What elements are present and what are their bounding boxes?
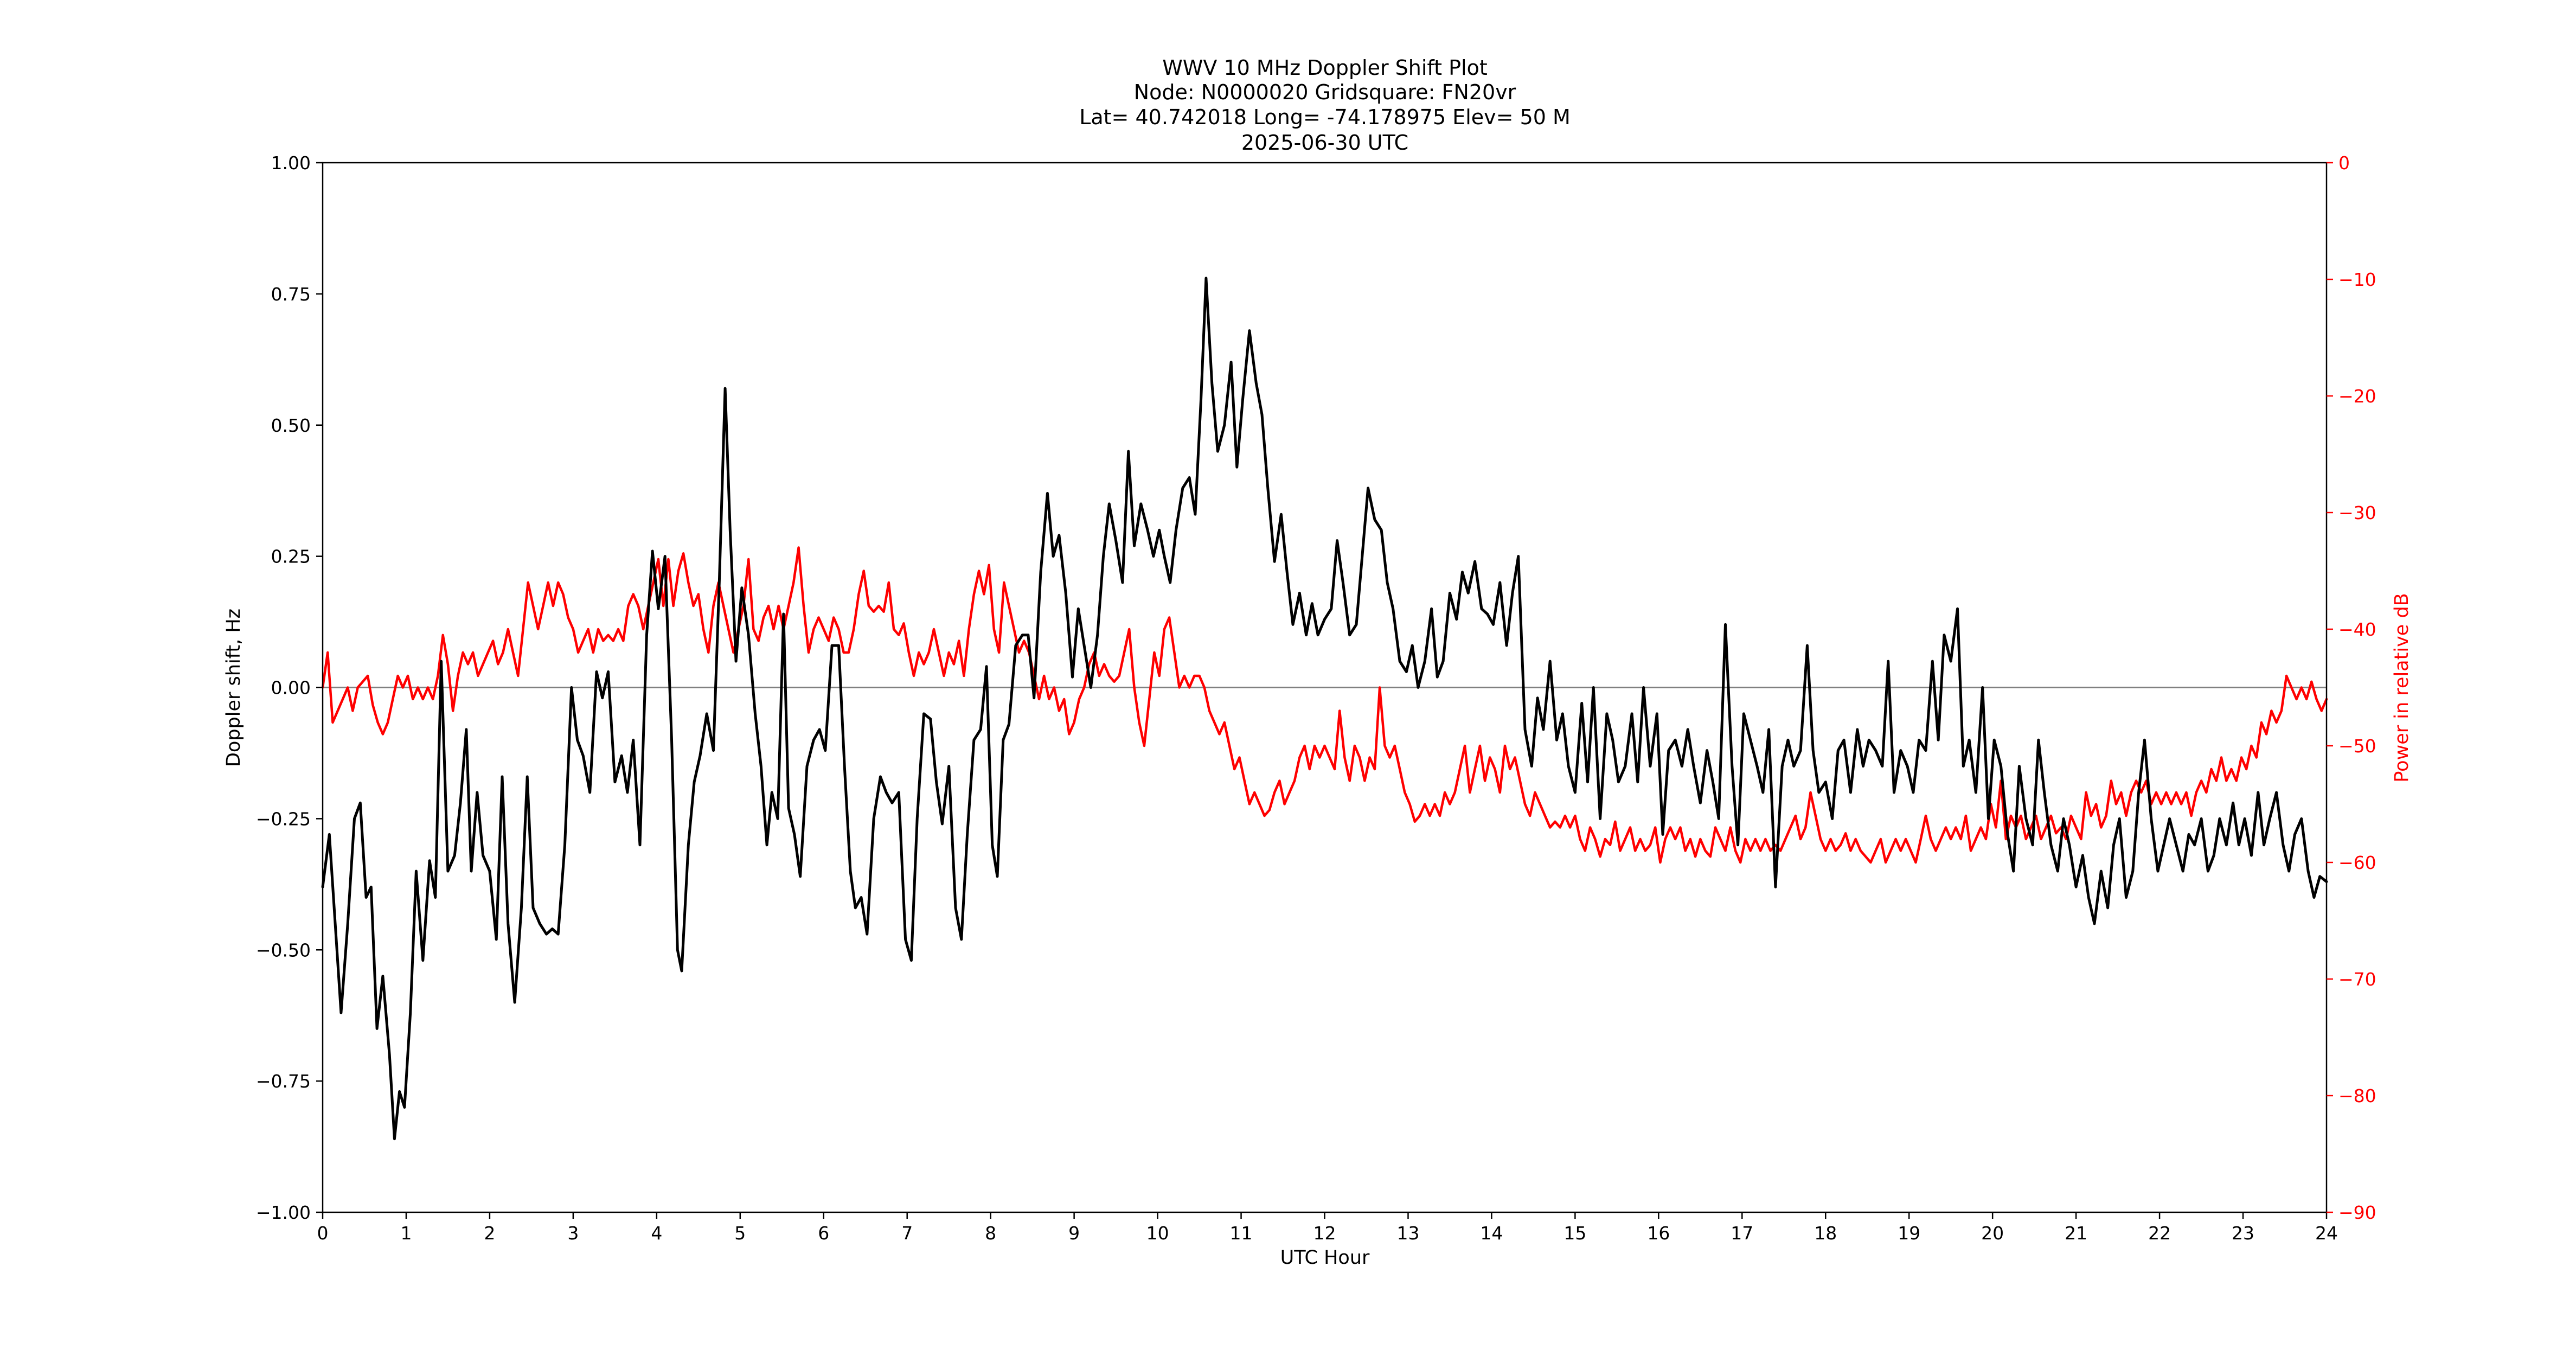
x-tick-label: 20 [1981, 1223, 2004, 1244]
title-line-2: Node: N0000020 Gridsquare: FN20vr [1134, 80, 1516, 104]
x-axis-ticks: 0 1 2 3 4 5 6 7 8 9 10 11 12 13 14 15 16 17 18 19 20 21 22 23 24 [317, 1212, 2338, 1244]
x-tick-label: 3 [567, 1223, 579, 1244]
y2-tick-label: 0 [2338, 152, 2350, 174]
x-tick-label: 13 [1396, 1223, 1419, 1244]
title-line-1: WWV 10 MHz Doppler Shift Plot [1162, 56, 1488, 80]
y-axis-left-label: Doppler shift, Hz [223, 609, 245, 767]
title-line-4: 2025-06-30 UTC [1241, 131, 1408, 155]
x-tick-label: 2 [484, 1223, 495, 1244]
doppler-series-line [321, 277, 2328, 1141]
x-tick-label: 10 [1146, 1223, 1169, 1244]
y2-tick-label: −70 [2338, 969, 2376, 990]
x-tick-label: 19 [1898, 1223, 1920, 1244]
y-tick-label: 0.50 [271, 415, 311, 436]
x-tick-label: 7 [901, 1223, 913, 1244]
y2-tick-label: −50 [2338, 735, 2376, 757]
y2-tick-label: −30 [2338, 502, 2376, 523]
y-axis-left-ticks: −1.00 −0.75 −0.50 −0.25 0.00 0.25 0.50 0.75 1.00 [256, 152, 323, 1223]
series-lines [321, 277, 2328, 1141]
x-tick-label: 1 [400, 1223, 412, 1244]
y-tick-label: −1.00 [256, 1202, 311, 1223]
x-tick-label: 0 [317, 1223, 329, 1244]
title-line-3: Lat= 40.742018 Long= -74.178975 Elev= 50… [1079, 105, 1571, 129]
y2-tick-label: −40 [2338, 619, 2376, 640]
x-tick-label: 23 [2232, 1223, 2254, 1244]
y-tick-label: 0.75 [271, 284, 311, 305]
x-tick-label: 5 [734, 1223, 746, 1244]
x-tick-label: 18 [1814, 1223, 1837, 1244]
x-tick-label: 14 [1480, 1223, 1503, 1244]
x-tick-label: 16 [1647, 1223, 1670, 1244]
x-tick-label: 17 [1731, 1223, 1753, 1244]
x-tick-label: 9 [1068, 1223, 1080, 1244]
y-tick-label: 1.00 [271, 152, 311, 174]
x-tick-label: 24 [2315, 1223, 2338, 1244]
x-tick-label: 8 [985, 1223, 996, 1244]
power-series-line [321, 546, 2328, 864]
y-tick-label: −0.50 [256, 939, 311, 961]
y2-tick-label: −60 [2338, 852, 2376, 873]
plot-area [321, 277, 2328, 1141]
y-axis-right-label: Power in relative dB [2391, 593, 2413, 782]
x-tick-label: 4 [651, 1223, 662, 1244]
y2-tick-label: −20 [2338, 386, 2376, 407]
x-tick-label: 6 [818, 1223, 829, 1244]
y-tick-label: 0.00 [271, 677, 311, 699]
y-axis-right-ticks: −90 −80 −70 −60 −50 −40 −30 −20 −10 0 [2327, 152, 2376, 1223]
y2-tick-label: −10 [2338, 269, 2376, 290]
y-tick-label: 0.25 [271, 546, 311, 567]
x-tick-label: 11 [1230, 1223, 1253, 1244]
chart-title: WWV 10 MHz Doppler Shift Plot Node: N000… [1079, 56, 1571, 155]
y-tick-label: −0.75 [256, 1071, 311, 1092]
y2-tick-label: −90 [2338, 1202, 2376, 1223]
x-tick-label: 21 [2065, 1223, 2087, 1244]
x-axis-label: UTC Hour [1280, 1247, 1370, 1269]
x-tick-label: 12 [1313, 1223, 1336, 1244]
y2-tick-label: −80 [2338, 1085, 2376, 1106]
x-tick-label: 22 [2148, 1223, 2171, 1244]
x-tick-label: 15 [1563, 1223, 1586, 1244]
y-tick-label: −0.25 [256, 808, 311, 829]
